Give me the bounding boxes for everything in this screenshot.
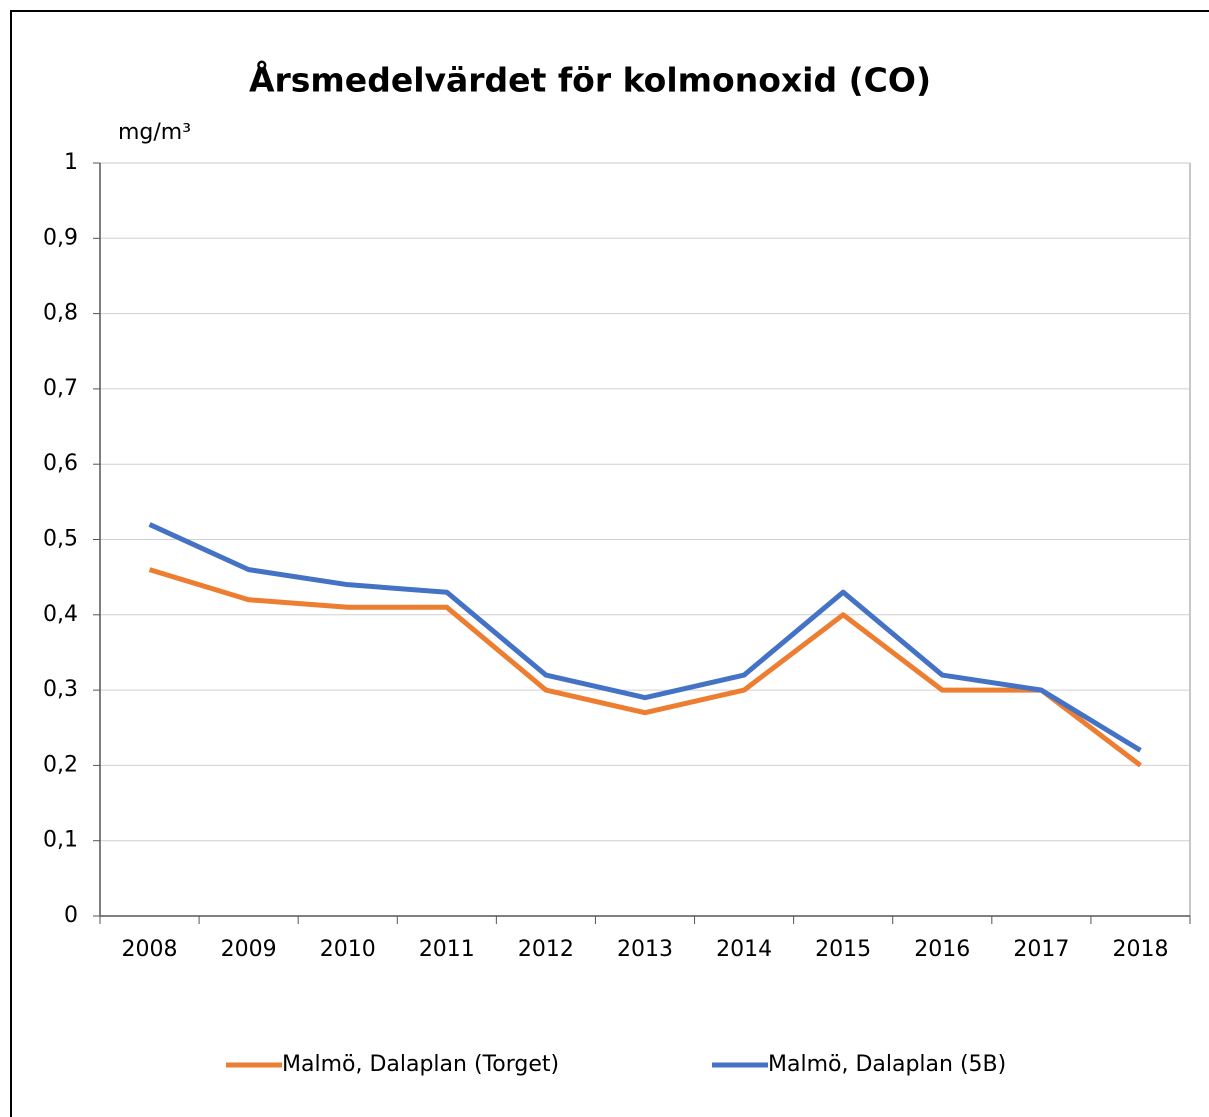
y-tick-label: 0,5: [43, 527, 78, 552]
y-tick-label: 0,7: [43, 376, 78, 401]
y-tick-label: 0,3: [43, 677, 78, 702]
y-tick-label: 0,8: [43, 301, 78, 326]
y-tick-label: 0,2: [43, 752, 78, 777]
chart-frame: [10, 10, 1209, 1117]
line-series: [148, 522, 1142, 753]
line-series: [148, 567, 1142, 768]
legend-label: Malmö, Dalaplan (Torget): [282, 1052, 559, 1077]
y-tick-label: 0,4: [43, 602, 78, 627]
x-tick-label: 2012: [518, 937, 574, 962]
x-tick-label: 2015: [815, 937, 871, 962]
y-tick-label: 1: [64, 150, 78, 175]
chart-title: Årsmedelvärdet för kolmonoxid (CO): [249, 60, 931, 100]
y-tick-label: 0: [64, 903, 78, 928]
x-tick-label: 2016: [914, 937, 970, 962]
x-tick-label: 2010: [320, 937, 376, 962]
y-axis-label: mg/m³: [118, 120, 191, 145]
y-tick-label: 0,6: [43, 451, 78, 476]
x-tick-label: 2011: [419, 937, 475, 962]
x-tick-label: 2009: [221, 937, 277, 962]
legend-label: Malmö, Dalaplan (5B): [768, 1052, 1006, 1077]
y-tick-label: 0,9: [43, 225, 78, 250]
x-tick-label: 2013: [617, 937, 673, 962]
x-tick-label: 2017: [1013, 937, 1069, 962]
x-tick-label: 2018: [1112, 937, 1168, 962]
x-tick-label: 2014: [716, 937, 772, 962]
y-tick-label: 0,1: [43, 828, 78, 853]
x-tick-label: 2008: [122, 937, 178, 962]
